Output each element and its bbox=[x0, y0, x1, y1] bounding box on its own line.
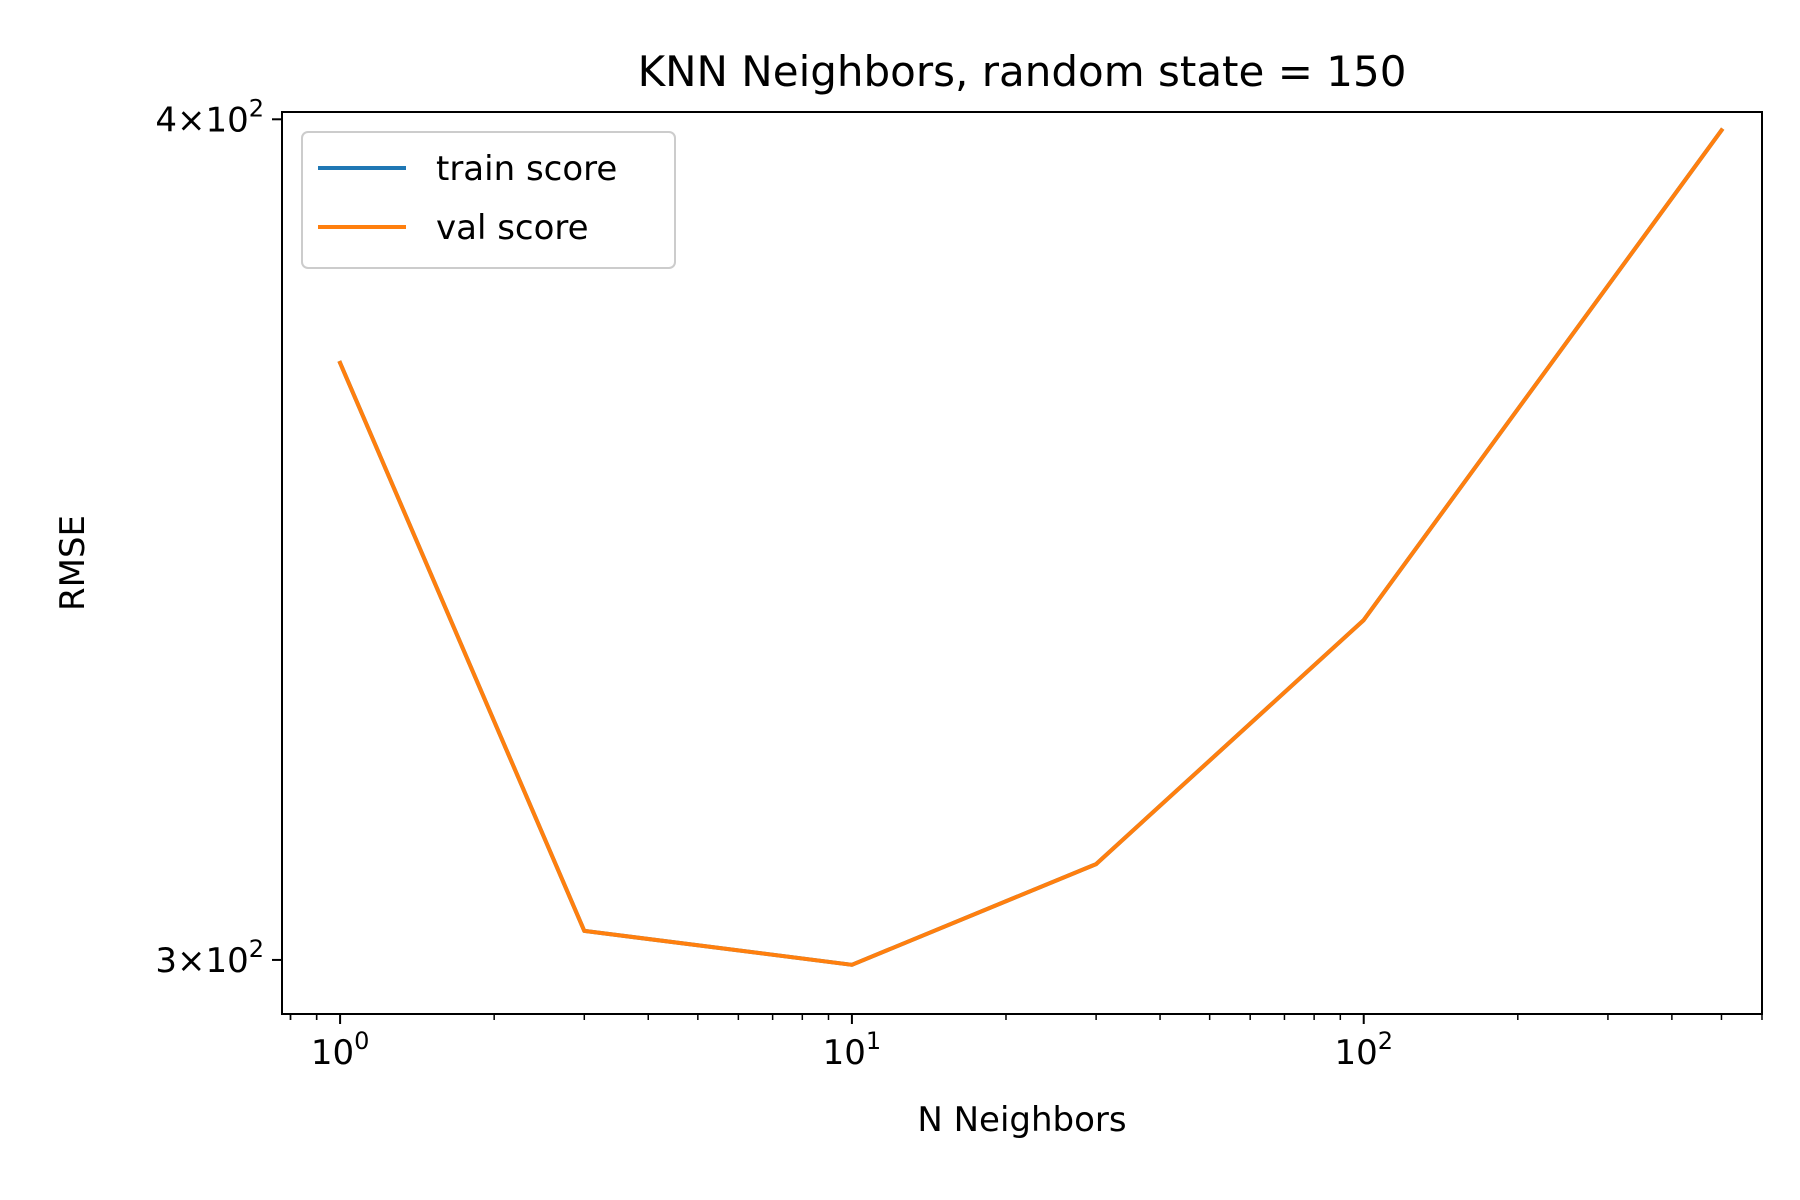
legend-label-val-score: val score bbox=[436, 208, 589, 248]
x-axis-label: N Neighbors bbox=[917, 1100, 1126, 1140]
legend-label-train-score: train score bbox=[436, 149, 617, 189]
y-axis-label: RMSE bbox=[53, 515, 93, 611]
plot-frame bbox=[281, 111, 1763, 1015]
series-line-val-score bbox=[337, 127, 1725, 967]
chart-title: KNN Neighbors, random state = 150 bbox=[638, 47, 1407, 96]
x-tick-label: 101 bbox=[823, 1027, 882, 1073]
x-tick-label: 102 bbox=[1334, 1027, 1393, 1073]
legend: train score val score bbox=[301, 131, 676, 269]
y-tick-label: 3×102 bbox=[155, 935, 264, 981]
x-tick-label: 100 bbox=[311, 1027, 370, 1073]
y-tick-label: 4×102 bbox=[155, 94, 264, 140]
